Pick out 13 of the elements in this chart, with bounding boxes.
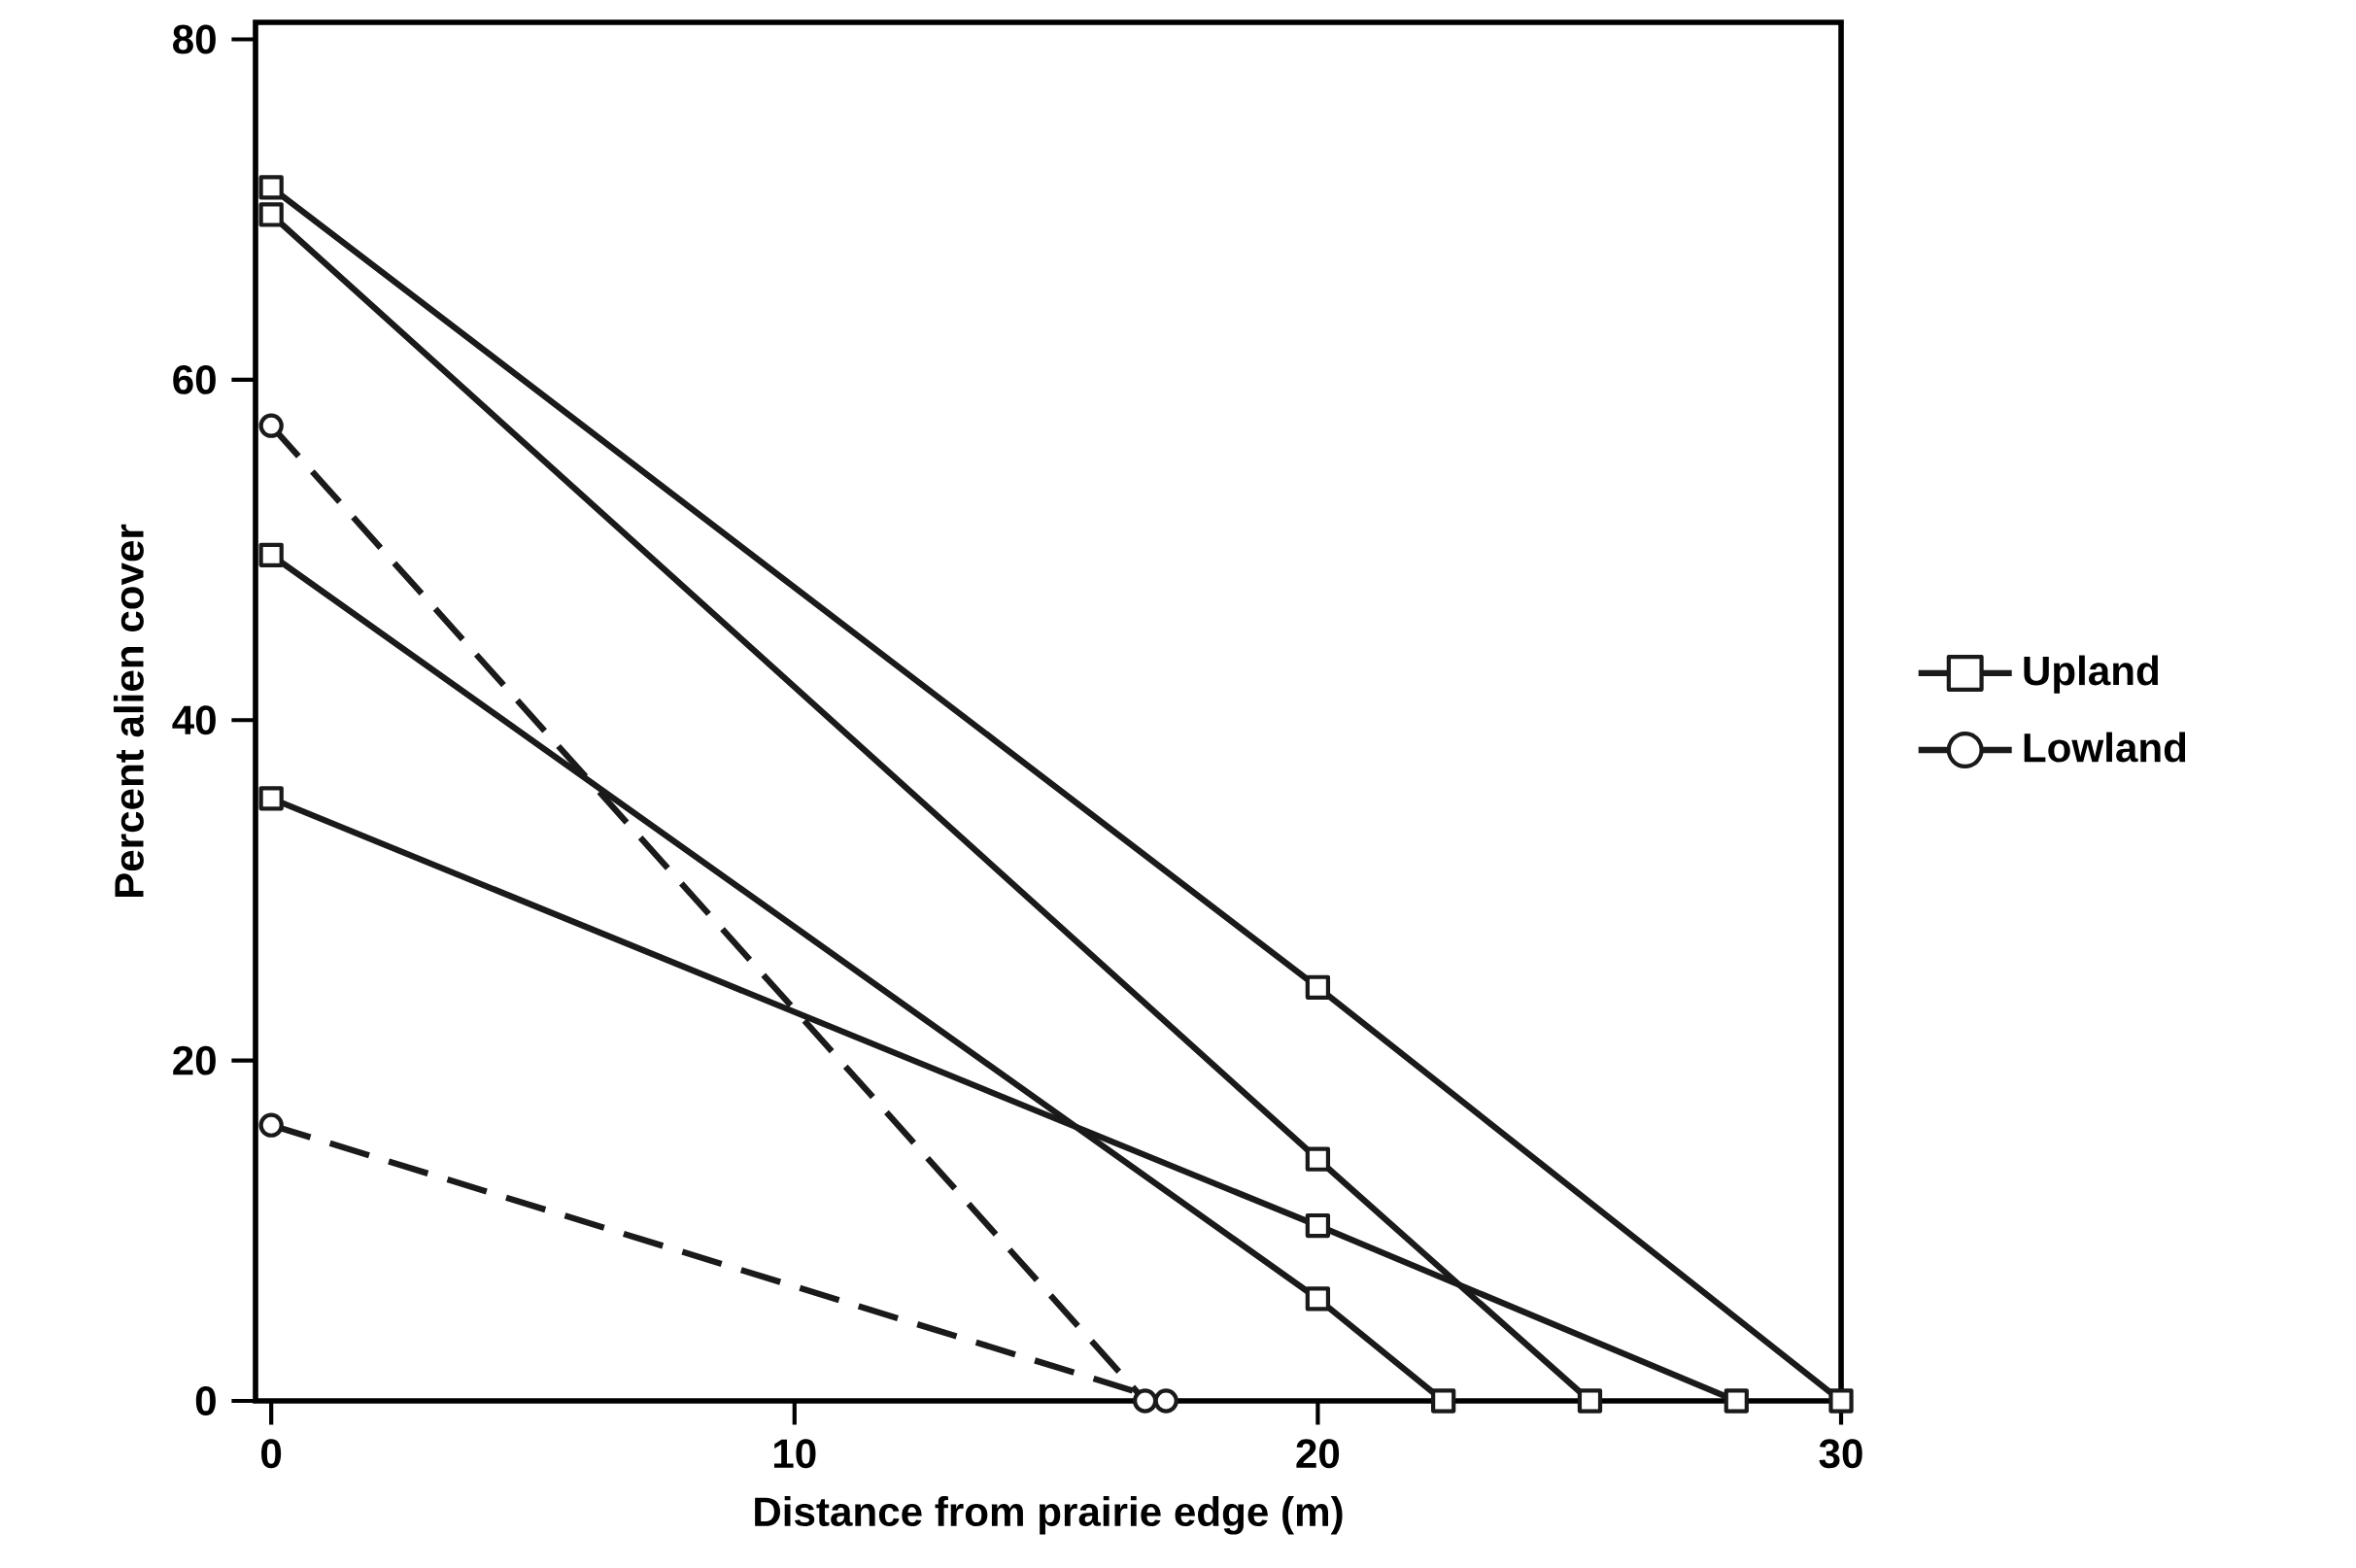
y-tick-label: 60	[173, 364, 216, 394]
y-tick-label: 40	[172, 705, 216, 735]
legend-label: Lowland	[2024, 732, 2186, 763]
y-tick-label: 20	[173, 1045, 216, 1075]
y-tick-label: 80	[173, 24, 216, 54]
y-axis-title: Percent alien cover	[113, 524, 144, 898]
y-tick-label: 0	[195, 1386, 216, 1415]
x-tick-label: 10	[773, 1439, 816, 1469]
x-axis-title: Distance from prairie edge (m)	[755, 1496, 1343, 1535]
x-tick-label: 0	[261, 1439, 282, 1469]
x-tick-label: 20	[1296, 1439, 1340, 1469]
x-tick-label: 30	[1819, 1439, 1862, 1469]
legend-label: Upland	[2024, 655, 2159, 694]
